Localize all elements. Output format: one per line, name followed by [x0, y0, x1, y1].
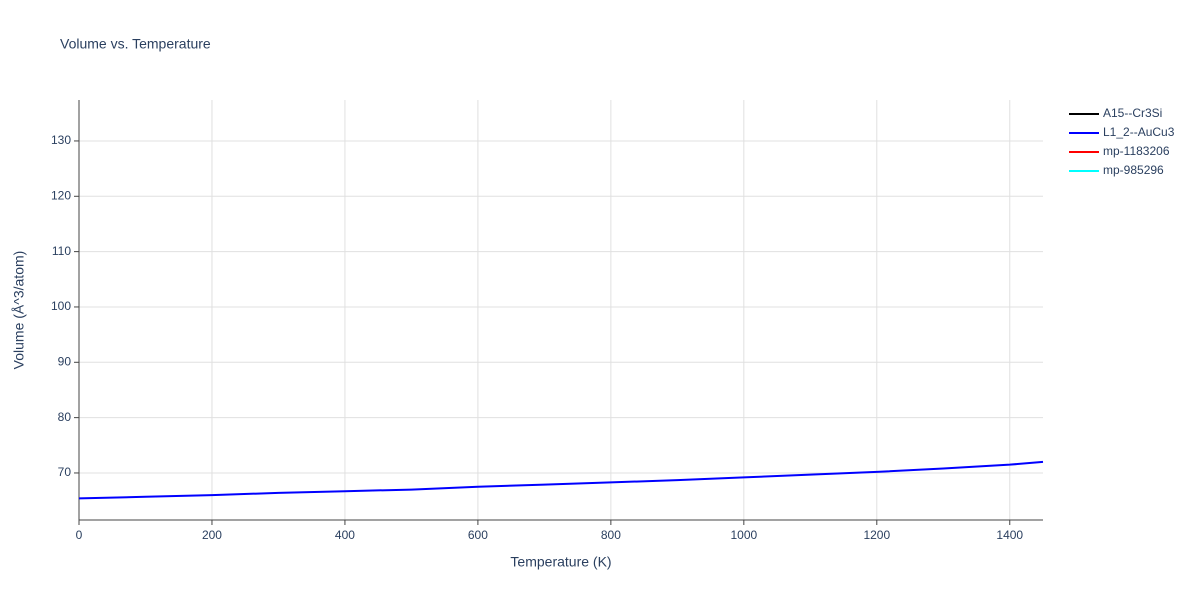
x-tick-label: 0 [76, 528, 83, 542]
y-tick-label: 80 [58, 410, 72, 424]
y-tick-label: 120 [51, 188, 71, 202]
legend-label: L1_2--AuCu3 [1103, 125, 1175, 139]
series-line [78, 460, 1044, 500]
x-tick-label: 800 [601, 528, 621, 542]
y-tick-label: 100 [51, 299, 71, 313]
y-tick-label: 110 [52, 244, 71, 258]
y-axis-title: Volume (Å^3/atom) [11, 251, 27, 370]
x-tick-label: 600 [468, 528, 488, 542]
x-tick-label: 200 [202, 528, 222, 542]
legend-label: mp-985296 [1103, 163, 1164, 177]
x-tick-label: 1000 [730, 528, 757, 542]
y-tick-label: 70 [58, 465, 72, 479]
y-tick-label: 90 [58, 354, 72, 368]
x-axis-title: Temperature (K) [510, 554, 611, 570]
chart-title: Volume vs. Temperature [60, 36, 211, 52]
y-tick-label: 130 [51, 133, 71, 147]
x-tick-label: 400 [335, 528, 355, 542]
legend-label: mp-1183206 [1103, 144, 1170, 158]
legend-label: A15--Cr3Si [1103, 106, 1162, 120]
x-tick-label: 1200 [863, 528, 890, 542]
x-tick-label: 1400 [996, 528, 1023, 542]
